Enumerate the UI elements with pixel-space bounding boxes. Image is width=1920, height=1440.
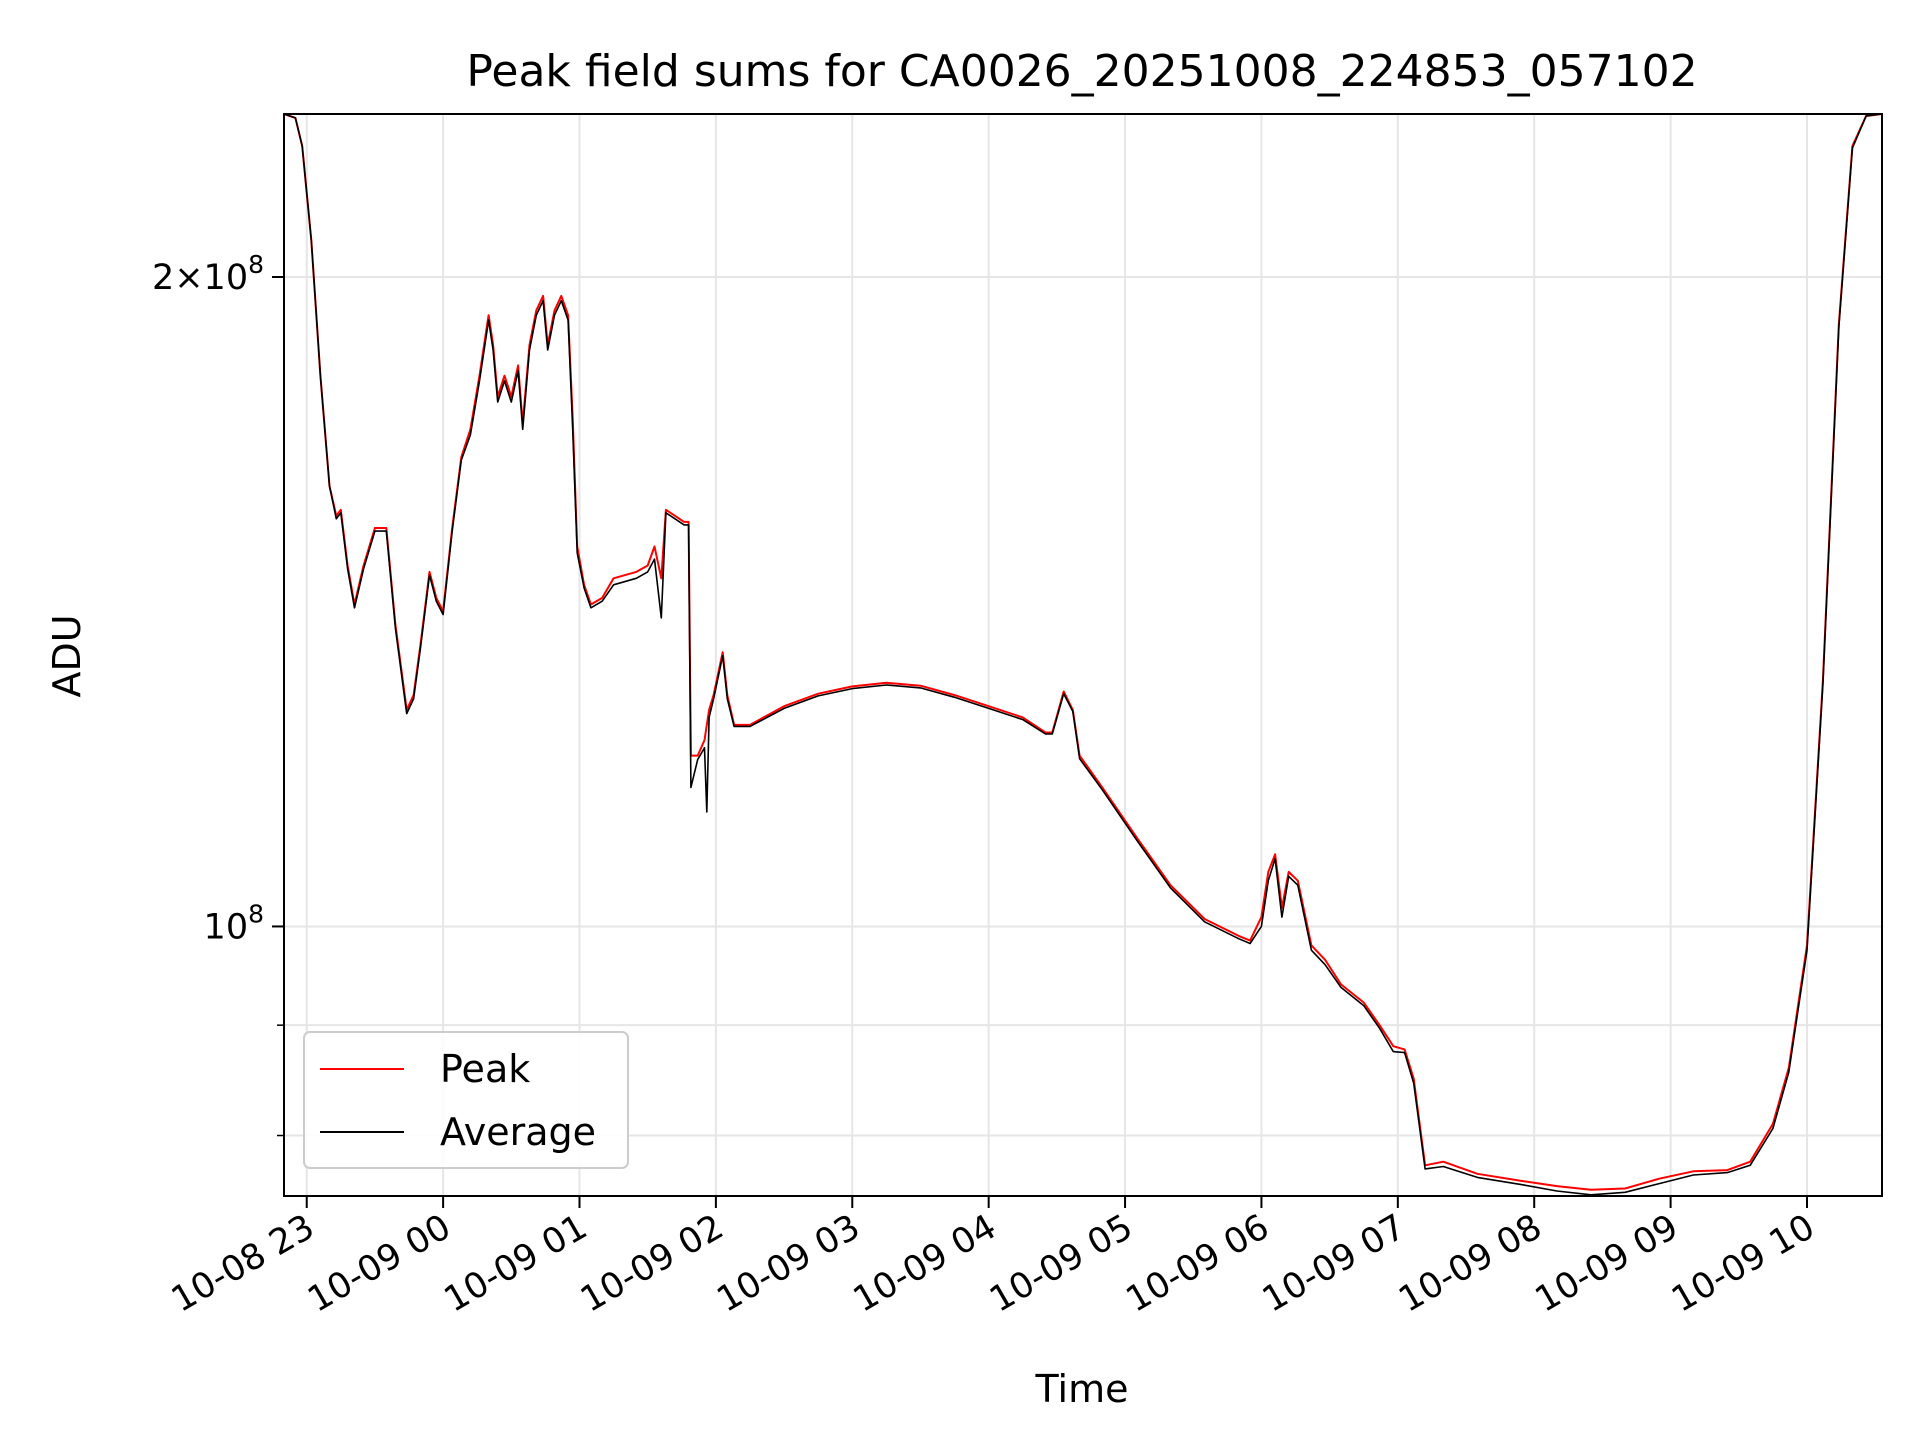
- y-tick-exponent: 8: [248, 899, 264, 928]
- y-axis-label: ADU: [45, 614, 89, 697]
- plot-area-frame: [283, 113, 1883, 1197]
- y-tick-exponent: 8: [248, 250, 264, 279]
- legend-box: [303, 1031, 629, 1169]
- legend-label-peak: Peak: [440, 1047, 530, 1091]
- y-tick-base: 10: [204, 258, 249, 298]
- legend: Peak Average: [303, 1031, 629, 1169]
- chart-title: Peak field sums for CA0026_20251008_2248…: [466, 46, 1697, 97]
- y-tick-base: 10: [204, 907, 249, 947]
- y-tick-label: 2×108: [152, 250, 264, 298]
- grid: [284, 114, 1882, 1196]
- series-line-average: [283, 113, 1883, 1196]
- y-tick-label: 108: [204, 899, 264, 947]
- legend-label-average: Average: [440, 1110, 596, 1154]
- series-layer: [283, 113, 1883, 1196]
- x-axis-label: Time: [1035, 1367, 1129, 1411]
- y-tick-multiplier: 2×: [152, 258, 204, 298]
